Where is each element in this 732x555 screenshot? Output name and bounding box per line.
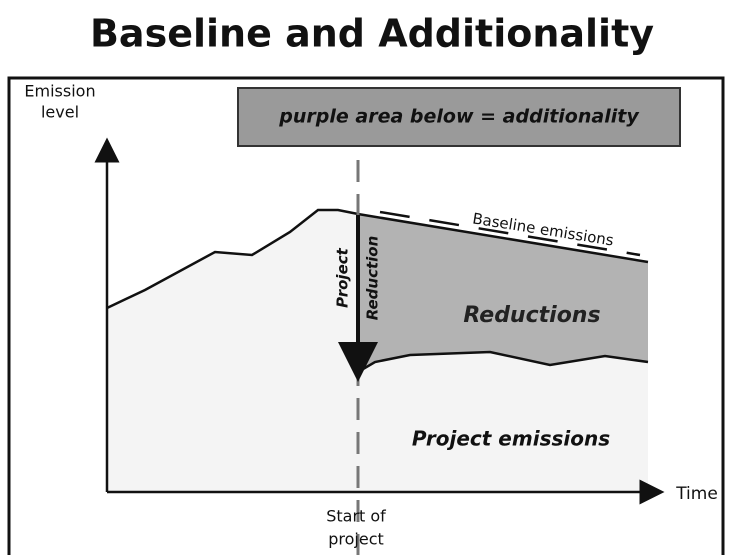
reductions-area — [358, 214, 648, 372]
x-axis-label: Time — [675, 484, 718, 504]
reduction-arrow-label: Reduction — [364, 236, 382, 321]
project-emissions-label: Project emissions — [412, 427, 610, 451]
start-label: project — [328, 530, 384, 549]
y-axis-label: Emission — [24, 82, 95, 101]
start-label: Start of — [326, 507, 386, 526]
baseline-dashes — [379, 210, 641, 257]
title: Baseline and Additionality — [90, 12, 654, 56]
note: purple area below = additionality — [278, 106, 640, 128]
note-box — [237, 87, 681, 147]
reduction-arrow-label: Project — [334, 247, 352, 307]
baseline-line — [106, 208, 649, 310]
reductions-label: Reductions — [463, 303, 600, 328]
y-axis-label: level — [41, 103, 79, 122]
